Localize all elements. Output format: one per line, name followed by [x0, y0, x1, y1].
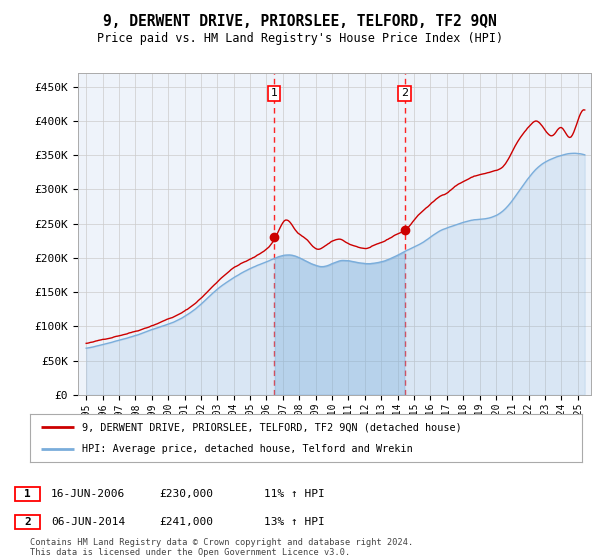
Text: 16-JUN-2006: 16-JUN-2006 [51, 489, 125, 499]
Text: Price paid vs. HM Land Registry's House Price Index (HPI): Price paid vs. HM Land Registry's House … [97, 32, 503, 45]
Text: 1: 1 [24, 489, 31, 499]
Text: HPI: Average price, detached house, Telford and Wrekin: HPI: Average price, detached house, Telf… [82, 444, 413, 454]
Text: Contains HM Land Registry data © Crown copyright and database right 2024.
This d: Contains HM Land Registry data © Crown c… [30, 538, 413, 557]
Text: 13% ↑ HPI: 13% ↑ HPI [264, 517, 325, 527]
Text: £230,000: £230,000 [159, 489, 213, 499]
Text: 9, DERWENT DRIVE, PRIORSLEE, TELFORD, TF2 9QN: 9, DERWENT DRIVE, PRIORSLEE, TELFORD, TF… [103, 14, 497, 29]
Text: 06-JUN-2014: 06-JUN-2014 [51, 517, 125, 527]
Text: 2: 2 [24, 517, 31, 527]
Text: £241,000: £241,000 [159, 517, 213, 527]
Text: 9, DERWENT DRIVE, PRIORSLEE, TELFORD, TF2 9QN (detached house): 9, DERWENT DRIVE, PRIORSLEE, TELFORD, TF… [82, 422, 462, 432]
Text: 2: 2 [401, 88, 408, 99]
Text: 11% ↑ HPI: 11% ↑ HPI [264, 489, 325, 499]
Text: 1: 1 [271, 88, 278, 99]
